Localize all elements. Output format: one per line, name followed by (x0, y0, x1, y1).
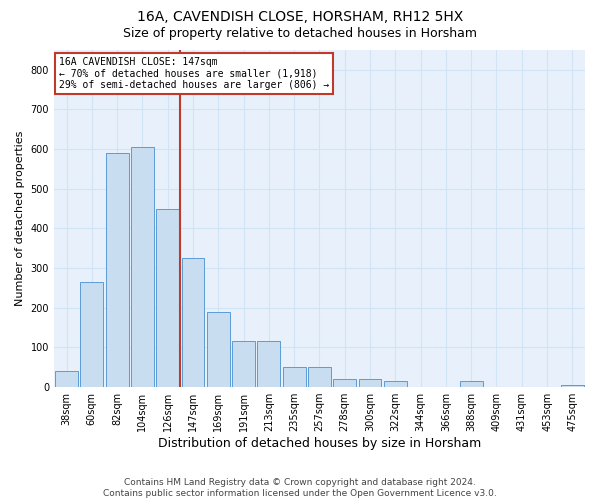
Bar (207, 312, 230, 387)
Bar (308, 368, 331, 387)
Bar (157, 208, 179, 387)
Bar (384, 381, 407, 387)
Bar (334, 379, 356, 387)
Bar (80, 282, 103, 387)
Bar (359, 379, 382, 387)
Bar (55, 371, 78, 387)
Bar (182, 258, 205, 387)
X-axis label: Distribution of detached houses by size in Horsham: Distribution of detached houses by size … (158, 437, 481, 450)
Bar (131, 147, 154, 387)
Bar (283, 368, 305, 387)
Text: 16A, CAVENDISH CLOSE, HORSHAM, RH12 5HX: 16A, CAVENDISH CLOSE, HORSHAM, RH12 5HX (137, 10, 463, 24)
Text: Contains HM Land Registry data © Crown copyright and database right 2024.
Contai: Contains HM Land Registry data © Crown c… (103, 478, 497, 498)
Text: Size of property relative to detached houses in Horsham: Size of property relative to detached ho… (123, 28, 477, 40)
Bar (561, 385, 584, 387)
Text: 16A CAVENDISH CLOSE: 147sqm
← 70% of detached houses are smaller (1,918)
29% of : 16A CAVENDISH CLOSE: 147sqm ← 70% of det… (59, 56, 329, 90)
Bar (106, 153, 128, 387)
Bar (232, 342, 255, 387)
Bar (257, 342, 280, 387)
Y-axis label: Number of detached properties: Number of detached properties (15, 131, 25, 306)
Bar (460, 381, 482, 387)
